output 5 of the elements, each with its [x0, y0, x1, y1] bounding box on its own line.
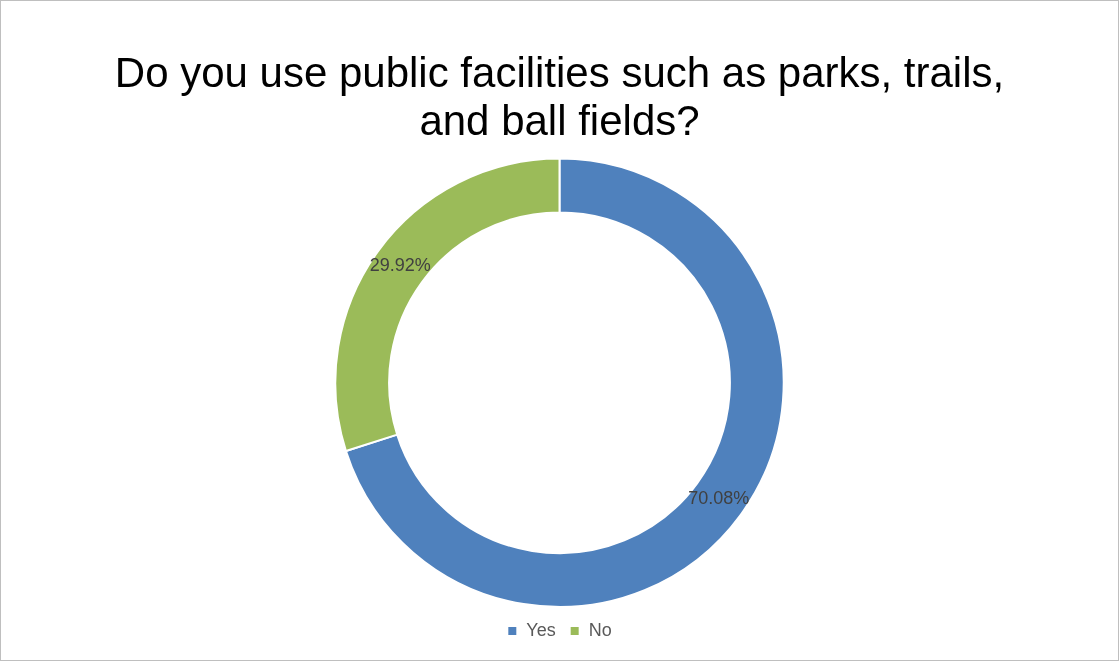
data-label: 29.92%	[369, 255, 431, 276]
chart-title: Do you use public facilities such as parks, trails, and ball fields?	[114, 48, 1005, 145]
data-label: 70.08%	[688, 488, 750, 509]
legend-label: Yes	[526, 619, 556, 640]
legend-label: No	[588, 619, 612, 640]
